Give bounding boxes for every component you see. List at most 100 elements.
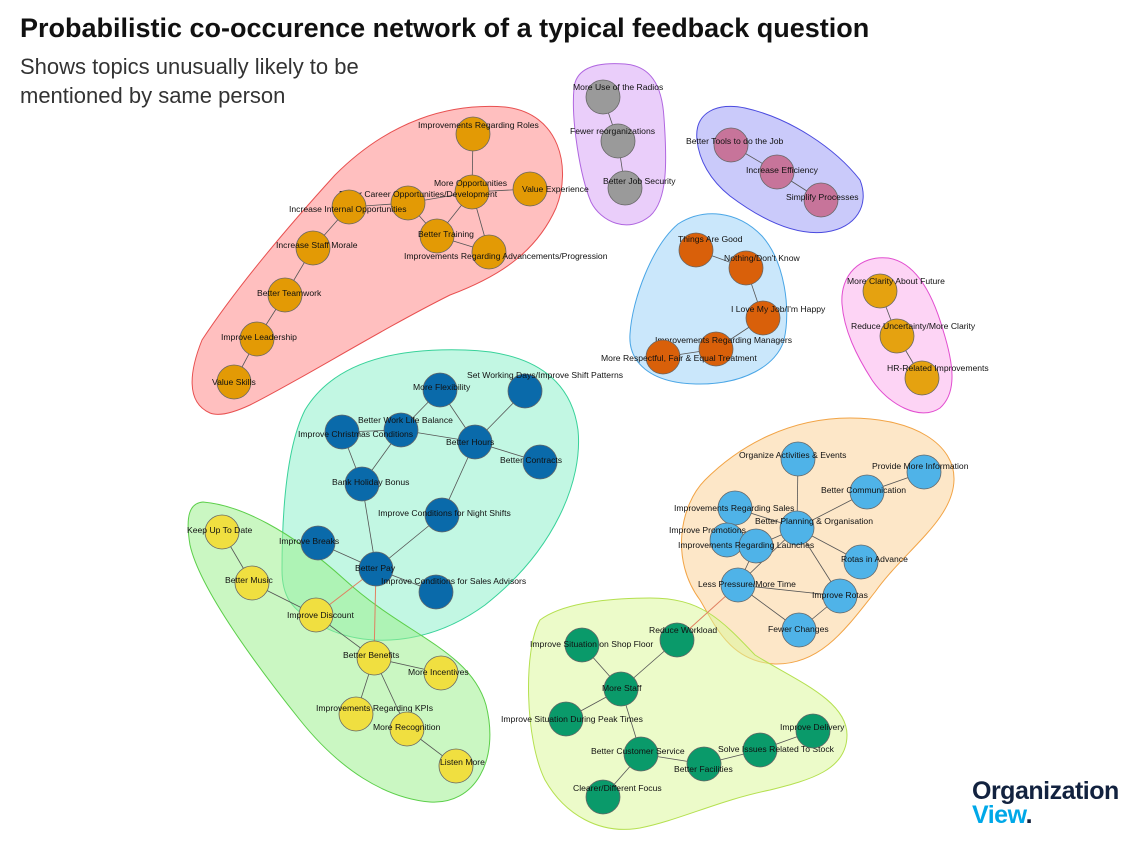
node-improve-leadership[interactable]: Improve Leadership: [221, 321, 297, 357]
node-simplify-processes[interactable]: Simplify Processes: [786, 182, 859, 218]
node-improvements-regarding-roles[interactable]: Improvements Regarding Roles: [418, 116, 539, 152]
node-reduce-uncertainty-more-clarity[interactable]: Reduce Uncertainty/More Clarity: [851, 318, 976, 354]
node-better-job-security[interactable]: Better Job Security: [603, 170, 676, 206]
node-improvements-regarding-kpis[interactable]: Improvements Regarding KPIs: [316, 696, 433, 732]
node-increase-internal-opportunities[interactable]: Increase Internal Opportunities: [289, 189, 407, 225]
node-circle-more-opportunities[interactable]: [454, 174, 490, 210]
node-circle-more-clarity-about-future[interactable]: [862, 273, 898, 309]
node-circle-better-training[interactable]: [419, 218, 455, 254]
node-circle-listen-more[interactable]: [438, 748, 474, 784]
node-more-use-of-the-radios[interactable]: More Use of the Radios: [573, 79, 663, 115]
node-circle-improve-leadership[interactable]: [239, 321, 275, 357]
node-circle-better-pay[interactable]: [358, 551, 394, 587]
node-circle-nothing-don-t-know[interactable]: [728, 250, 764, 286]
node-improve-conditions-for-sales-advisors[interactable]: Improve Conditions for Sales Advisors: [381, 574, 526, 610]
node-circle-more-incentives[interactable]: [423, 655, 459, 691]
node-circle-reduce-workload[interactable]: [659, 622, 695, 658]
node-circle-improvements-regarding-launches[interactable]: [738, 528, 774, 564]
node-circle-improvements-regarding-roles[interactable]: [455, 116, 491, 152]
node-bank-holiday-bonus[interactable]: Bank Holiday Bonus: [332, 466, 409, 502]
node-circle-organize-activities-and-events[interactable]: [780, 441, 816, 477]
node-circle-simplify-processes[interactable]: [803, 182, 839, 218]
node-better-facilities[interactable]: Better Facilities: [674, 746, 733, 782]
node-circle-hr-related-improvements[interactable]: [904, 360, 940, 396]
node-improvements-regarding-managers[interactable]: Improvements Regarding Managers: [655, 331, 792, 367]
node-improve-situation-on-shop-floor[interactable]: Improve Situation on Shop Floor: [530, 627, 653, 663]
node-circle-more-respectful-fair-and-equal-treatment[interactable]: [645, 339, 681, 375]
node-improve-christmas-conditions[interactable]: Improve Christmas Conditions: [298, 414, 413, 450]
node-less-pressure-more-time[interactable]: Less Pressure/More Time: [698, 567, 796, 603]
node-circle-i-love-my-job-i-m-happy[interactable]: [745, 300, 781, 336]
node-rotas-in-advance[interactable]: Rotas in Advance: [841, 544, 908, 580]
node-circle-keep-up-to-date[interactable]: [204, 514, 240, 550]
node-better-training[interactable]: Better Training: [418, 218, 474, 254]
node-circle-increase-internal-opportunities[interactable]: [331, 189, 367, 225]
node-circle-better-contracts[interactable]: [522, 444, 558, 480]
node-circle-improvements-regarding-kpis[interactable]: [338, 696, 374, 732]
node-value-skills[interactable]: Value Skills: [212, 364, 256, 400]
node-clearer-different-focus[interactable]: Clearer/Different Focus: [573, 779, 662, 815]
node-increase-efficiency[interactable]: Increase Efficiency: [746, 154, 819, 190]
node-circle-improve-discount[interactable]: [298, 597, 334, 633]
node-better-contracts[interactable]: Better Contracts: [500, 444, 562, 480]
node-better-music[interactable]: Better Music: [225, 565, 273, 601]
node-more-incentives[interactable]: More Incentives: [408, 655, 469, 691]
node-keep-up-to-date[interactable]: Keep Up To Date: [187, 514, 253, 550]
node-circle-better-customer-service[interactable]: [623, 736, 659, 772]
node-circle-value-experience[interactable]: [512, 171, 548, 207]
node-circle-things-are-good[interactable]: [678, 232, 714, 268]
node-nothing-don-t-know[interactable]: Nothing/Don't Know: [724, 250, 800, 286]
node-circle-fewer-changes[interactable]: [781, 612, 817, 648]
node-improve-conditions-for-night-shifts[interactable]: Improve Conditions for Night Shifts: [378, 497, 511, 533]
node-improve-delivery[interactable]: Improve Delivery: [780, 713, 845, 749]
node-circle-better-music[interactable]: [234, 565, 270, 601]
node-circle-set-working-days-improve-shift-patterns[interactable]: [507, 373, 543, 409]
node-improve-rotas[interactable]: Improve Rotas: [812, 578, 868, 614]
node-more-opportunities[interactable]: More Opportunities: [434, 174, 507, 210]
node-circle-improve-breaks[interactable]: [300, 525, 336, 561]
node-improvements-regarding-advancements-progression[interactable]: Improvements Regarding Advancements/Prog…: [404, 234, 608, 270]
node-set-working-days-improve-shift-patterns[interactable]: Set Working Days/Improve Shift Patterns: [467, 370, 623, 409]
node-circle-better-facilities[interactable]: [686, 746, 722, 782]
node-circle-better-hours[interactable]: [457, 424, 493, 460]
node-provide-more-information[interactable]: Provide More Information: [872, 454, 969, 490]
node-improvements-regarding-launches[interactable]: Improvements Regarding Launches: [678, 528, 814, 564]
node-listen-more[interactable]: Listen More: [438, 748, 485, 784]
node-fewer-reorganizations[interactable]: Fewer reorganizations: [570, 123, 655, 159]
node-circle-improve-conditions-for-night-shifts[interactable]: [424, 497, 460, 533]
node-better-planning-and-organisation[interactable]: Better Planning & Organisation: [755, 510, 873, 546]
node-circle-better-benefits[interactable]: [356, 640, 392, 676]
node-more-flexibility[interactable]: More Flexibility: [413, 372, 471, 408]
node-circle-better-teamwork[interactable]: [267, 277, 303, 313]
node-circle-less-pressure-more-time[interactable]: [720, 567, 756, 603]
node-circle-bank-holiday-bonus[interactable]: [344, 466, 380, 502]
node-circle-better-job-security[interactable]: [607, 170, 643, 206]
node-better-benefits[interactable]: Better Benefits: [343, 640, 399, 676]
node-organize-activities-and-events[interactable]: Organize Activities & Events: [739, 441, 846, 477]
node-better-hours[interactable]: Better Hours: [446, 424, 494, 460]
node-more-recognition[interactable]: More Recognition: [373, 711, 441, 747]
node-circle-fewer-reorganizations[interactable]: [600, 123, 636, 159]
node-better-career-opportunities-development[interactable]: Better Career Opportunities/Development: [339, 185, 498, 221]
node-circle-better-tools-to-do-the-job[interactable]: [713, 127, 749, 163]
node-circle-increase-staff-morale[interactable]: [295, 230, 331, 266]
node-better-teamwork[interactable]: Better Teamwork: [257, 277, 322, 313]
node-circle-clearer-different-focus[interactable]: [585, 779, 621, 815]
node-circle-value-skills[interactable]: [216, 364, 252, 400]
node-value-experience[interactable]: Value Experience: [512, 171, 589, 207]
node-circle-improve-delivery[interactable]: [795, 713, 831, 749]
node-circle-solve-issues-related-to-stock[interactable]: [742, 732, 778, 768]
node-circle-improve-christmas-conditions[interactable]: [324, 414, 360, 450]
node-improve-breaks[interactable]: Improve Breaks: [279, 525, 339, 561]
node-improve-situation-during-peak-times[interactable]: Improve Situation During Peak Times: [501, 701, 643, 737]
node-circle-improvements-regarding-advancements-progression[interactable]: [471, 234, 507, 270]
node-i-love-my-job-i-m-happy[interactable]: I Love My Job/I'm Happy: [731, 300, 826, 336]
node-circle-rotas-in-advance[interactable]: [843, 544, 879, 580]
node-circle-more-staff[interactable]: [603, 671, 639, 707]
node-circle-more-recognition[interactable]: [389, 711, 425, 747]
node-better-customer-service[interactable]: Better Customer Service: [591, 736, 685, 772]
node-better-work-life-balance[interactable]: Better Work Life Balance: [358, 412, 453, 448]
node-more-respectful-fair-and-equal-treatment[interactable]: More Respectful, Fair & Equal Treatment: [601, 339, 757, 375]
node-circle-improve-situation-during-peak-times[interactable]: [548, 701, 584, 737]
node-circle-reduce-uncertainty-more-clarity[interactable]: [879, 318, 915, 354]
